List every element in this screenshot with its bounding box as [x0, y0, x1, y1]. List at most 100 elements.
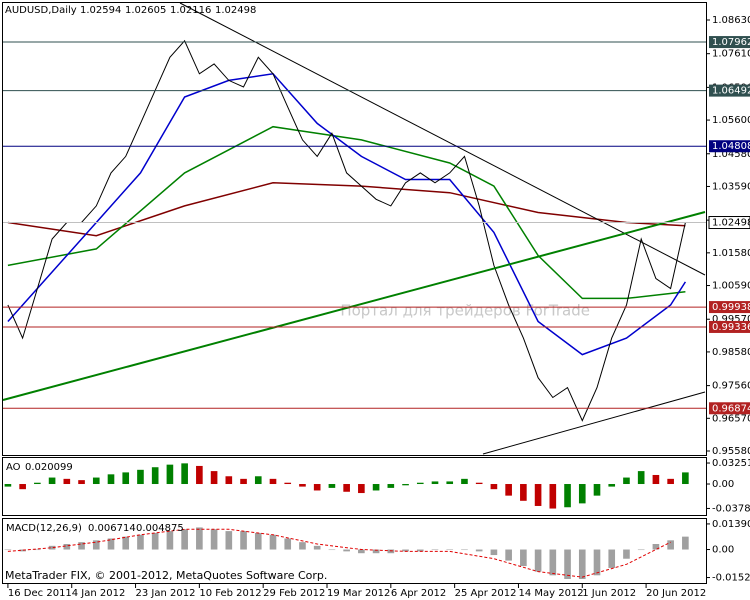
macd-bar	[48, 545, 56, 550]
level-label: 0.96874	[712, 403, 750, 414]
x-tick-label: 14 May 2012	[518, 588, 583, 599]
macd-bar	[402, 549, 409, 552]
level-label: 1.07962	[712, 37, 750, 48]
macd-frame	[2, 518, 707, 584]
ao-bar	[4, 484, 12, 487]
macd-bar	[534, 549, 542, 572]
ao-bar	[372, 484, 380, 491]
y-tick-label: 0.98580	[712, 347, 750, 358]
macd-bar	[505, 549, 512, 561]
macd-bar	[137, 534, 144, 550]
ao-bar	[549, 484, 557, 509]
macd-bar	[682, 536, 689, 550]
macd-bar	[578, 549, 586, 579]
macd-bar	[549, 549, 557, 576]
x-tick-label: 20 Jun 2012	[646, 588, 706, 599]
ao-bar	[416, 482, 424, 485]
level-box	[708, 216, 750, 230]
ao-bar	[343, 484, 350, 492]
macd-bar	[564, 549, 571, 579]
credit: MetaTrader FIX, © 2001-2012, MetaQuotes …	[5, 569, 327, 582]
y-tick-label: 1.05600	[712, 115, 750, 126]
ao-bar	[269, 478, 277, 485]
ao-bar	[78, 480, 85, 485]
main-frame	[2, 2, 707, 456]
macd-bar	[78, 542, 85, 550]
x-tick-label: 4 Jan 2012	[72, 588, 126, 599]
ao-bar	[19, 484, 26, 490]
ao-bar	[210, 471, 218, 485]
ao-bar	[593, 484, 601, 496]
level-label: 1.02498	[712, 218, 750, 229]
ao-bar	[637, 471, 645, 485]
macd-bar	[652, 544, 660, 550]
level-box	[709, 301, 750, 314]
series-line	[7, 39, 686, 422]
ao-bar	[284, 482, 292, 485]
level-box	[709, 402, 750, 415]
macd-bar	[181, 529, 188, 550]
ao-bar	[151, 467, 159, 485]
macd-bar	[313, 545, 321, 550]
level-label: 0.99938	[712, 302, 750, 313]
ao-bar	[534, 484, 542, 506]
macd-value: 0.006714	[88, 523, 136, 534]
ohlc-value: 1.02605	[125, 5, 166, 16]
macd-bar	[372, 549, 380, 554]
ao-bar	[431, 481, 439, 485]
trend-line	[2, 211, 706, 401]
ao-bar	[358, 484, 365, 494]
macd-bar	[637, 549, 645, 551]
macd-bar	[166, 531, 174, 550]
y-tick-label: 1.01580	[712, 248, 750, 259]
macd-bar	[387, 549, 395, 554]
trend-line	[179, 2, 706, 276]
macd-bar	[4, 549, 12, 551]
macd-bar	[19, 549, 26, 552]
ao-bar	[387, 484, 395, 488]
macd-bar	[284, 538, 292, 550]
y-tick-label: 0.96570	[712, 413, 750, 424]
ao-title: AO	[6, 462, 21, 473]
series-line	[7, 125, 686, 300]
ao-bar	[682, 472, 689, 485]
ao-bar	[490, 484, 498, 490]
macd-bar	[623, 549, 630, 559]
macd-bar	[240, 531, 247, 550]
trend-lines	[2, 2, 706, 455]
macd-bar	[520, 549, 527, 567]
macd-bar	[667, 540, 674, 550]
ohlc-value: 1.02116	[170, 5, 211, 16]
x-tick-label: 6 Apr 2012	[391, 588, 446, 599]
y-tick-label: -0.03785	[712, 503, 750, 514]
y-tick-label: 0.00	[712, 479, 734, 490]
macd-bar	[269, 534, 277, 550]
ao-bar	[328, 484, 336, 488]
macd-bar	[416, 549, 424, 552]
ao-bar	[92, 477, 100, 485]
ao-bar	[564, 484, 571, 508]
ao-bar	[461, 478, 468, 485]
macd-bar	[63, 544, 71, 550]
y-tick-label: -0.01522	[712, 573, 750, 584]
macd-bar	[446, 549, 454, 551]
x-tick-label: 29 Feb 2012	[263, 588, 325, 599]
ao-bar	[240, 478, 247, 485]
ao-bar	[667, 478, 674, 485]
macd-bar	[461, 549, 468, 551]
ao-bar	[122, 472, 130, 485]
macd-bar	[608, 549, 616, 568]
ao-bar	[34, 482, 41, 485]
y-tick-label: 0.99570	[712, 314, 750, 325]
macd-bar	[343, 549, 350, 552]
macd-bar	[490, 549, 498, 556]
macd-bar	[475, 549, 483, 552]
macd-bar	[358, 549, 365, 554]
ao-bar	[608, 484, 616, 487]
level-box	[709, 36, 750, 49]
y-tick-label: 1.00590	[712, 281, 750, 292]
ao-bar	[578, 484, 586, 504]
ao-bar	[196, 465, 203, 485]
